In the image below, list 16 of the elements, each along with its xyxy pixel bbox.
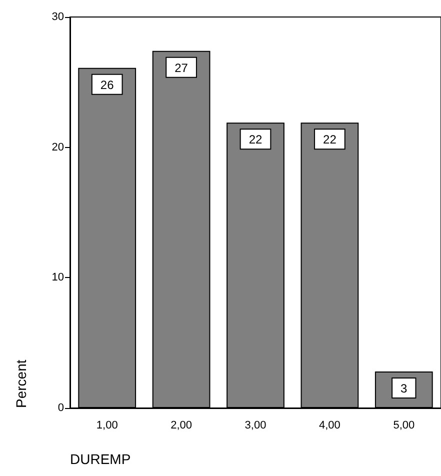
x-axis-title: DUREMP xyxy=(70,451,131,467)
x-tick-label: 2,00 xyxy=(170,420,192,432)
y-axis-title: Percent xyxy=(13,360,29,408)
x-tick-label: 4,00 xyxy=(318,420,340,432)
data-label: 27 xyxy=(174,60,188,75)
y-tick-label: 0 xyxy=(58,402,64,414)
data-label: 22 xyxy=(248,132,262,147)
y-tick-label: 10 xyxy=(52,272,64,284)
data-label: 3 xyxy=(400,382,408,396)
y-tick-label: 30 xyxy=(52,11,64,23)
y-tick-label: 20 xyxy=(52,141,64,154)
x-tick-label: 3,00 xyxy=(244,420,266,432)
x-tick-label: 5,00 xyxy=(393,420,415,432)
data-label: 26 xyxy=(100,78,114,92)
x-tick-label: 1,00 xyxy=(96,420,118,432)
data-label: 22 xyxy=(323,132,337,147)
